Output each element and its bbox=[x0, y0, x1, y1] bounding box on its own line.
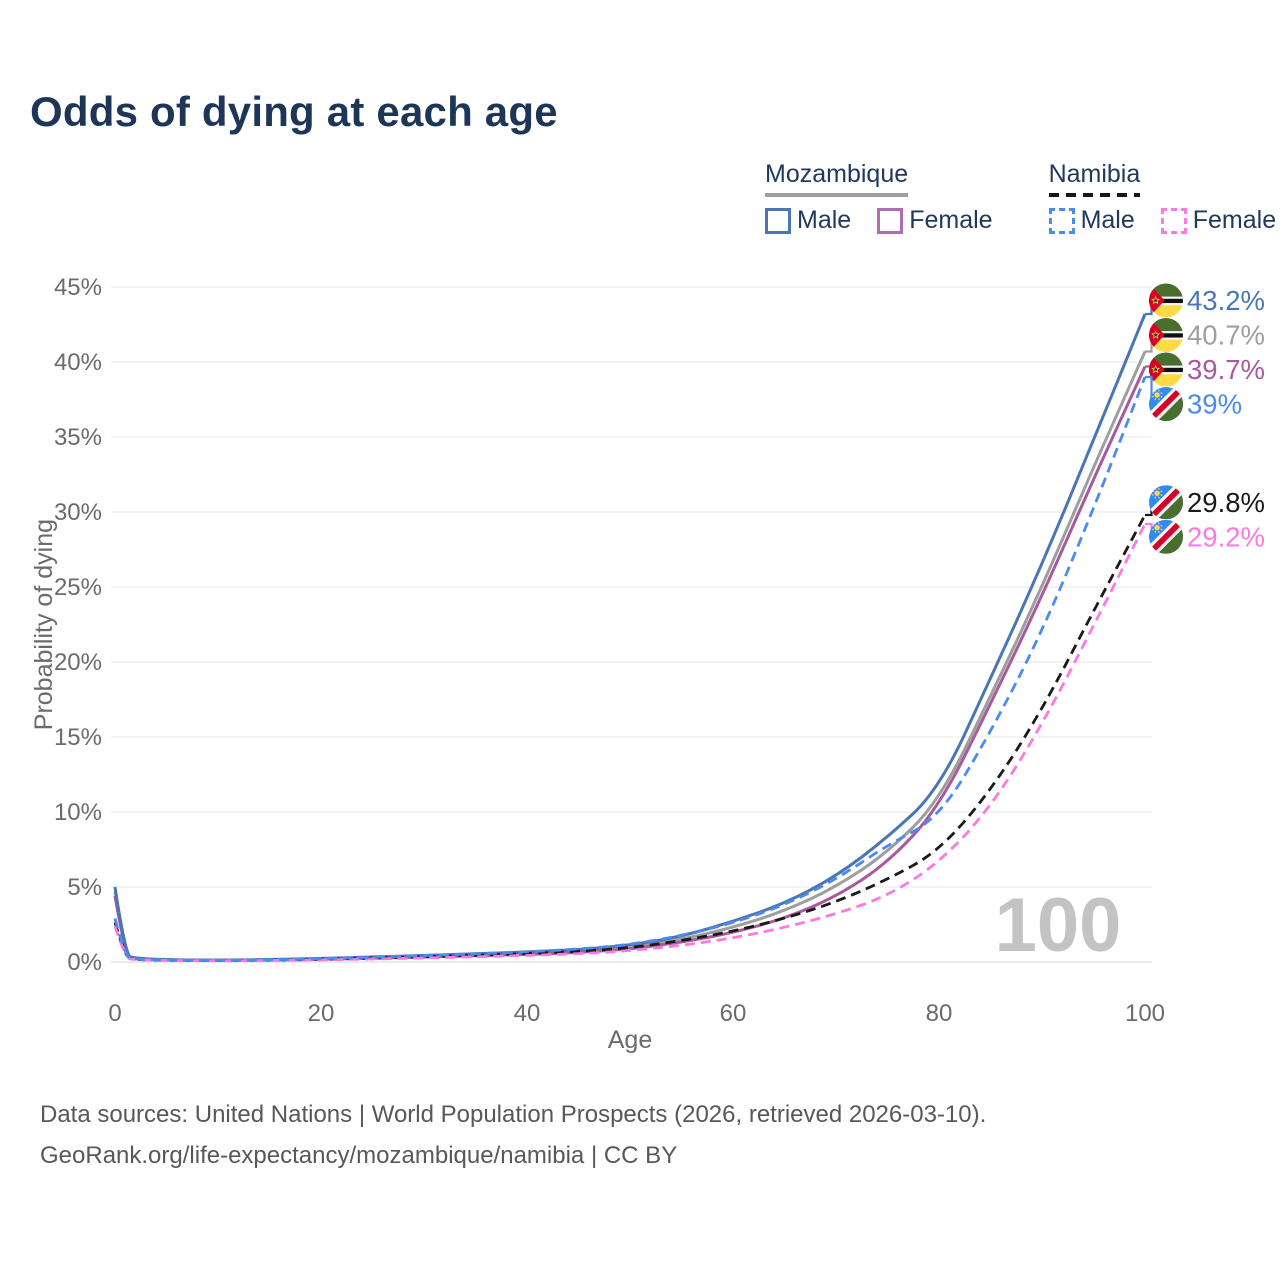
mozambique-both-line bbox=[113, 350, 1147, 962]
mozambique-female-end-label: 39.7% bbox=[1187, 354, 1265, 385]
y-axis-title-wrap: Probability of dying bbox=[30, 287, 59, 962]
mozambique-female-line bbox=[113, 365, 1147, 962]
page-title: Odds of dying at each age bbox=[30, 88, 558, 135]
namibia-flag-icon bbox=[1149, 387, 1184, 422]
legend-item-label: Female bbox=[1192, 206, 1277, 234]
legend-line-style-sample bbox=[765, 193, 909, 197]
namibia-flag-icon bbox=[1149, 485, 1184, 520]
y-tick-label: 45% bbox=[54, 274, 102, 301]
y-tick-label: 15% bbox=[54, 724, 102, 751]
x-tick-label: 60 bbox=[720, 1000, 747, 1027]
x-tick-label: 0 bbox=[108, 1000, 121, 1027]
legend: Mozambique Male Female Namibia Male Female bbox=[765, 160, 1276, 235]
footer: Data sources: United Nations | World Pop… bbox=[40, 1094, 986, 1176]
namibia-female-line bbox=[113, 523, 1147, 963]
legend-item-label: Male bbox=[1080, 206, 1135, 234]
namibia-flag-icon bbox=[1149, 519, 1184, 554]
x-tick-label: 40 bbox=[514, 1000, 541, 1027]
mozambique-male-end-label: 43.2% bbox=[1187, 285, 1265, 316]
legend-swatch-icon bbox=[877, 207, 904, 234]
legend-swatch-icon bbox=[1160, 207, 1187, 234]
legend-item-label: Female bbox=[909, 206, 993, 234]
legend-swatch-icon bbox=[1048, 207, 1075, 234]
y-tick-label: 20% bbox=[54, 649, 102, 676]
legend-group-mozambique: Mozambique Male Female bbox=[765, 160, 993, 235]
legend-item-label: Male bbox=[797, 206, 852, 234]
legend-item-mozambique-male[interactable]: Male bbox=[765, 206, 851, 235]
mozambique-male-line bbox=[113, 313, 1147, 962]
y-axis-title: Probability of dying bbox=[30, 518, 58, 731]
x-axis-title: Age bbox=[607, 1026, 653, 1054]
legend-country-label: Mozambique bbox=[765, 160, 909, 188]
legend-line-style-sample bbox=[1048, 193, 1141, 197]
data-source-note: Data sources: United Nations | World Pop… bbox=[40, 1101, 987, 1128]
age-watermark: 100 bbox=[995, 883, 1122, 968]
legend-group-namibia: Namibia Male Female bbox=[1048, 160, 1277, 235]
namibia-male-line bbox=[113, 376, 1147, 962]
mozambique-flag-icon bbox=[1149, 318, 1184, 353]
y-tick-label: 5% bbox=[67, 874, 102, 901]
legend-item-namibia-male[interactable]: Male bbox=[1048, 206, 1135, 235]
y-tick-label: 10% bbox=[54, 799, 102, 826]
mozambique-flag-icon bbox=[1149, 283, 1184, 318]
mozambique-both-end-label: 40.7% bbox=[1187, 320, 1265, 351]
mozambique-flag-icon bbox=[1149, 352, 1184, 387]
y-tick-label: 30% bbox=[54, 499, 102, 526]
namibia-both-line bbox=[113, 514, 1147, 962]
y-tick-label: 40% bbox=[54, 349, 102, 376]
attribution-note: GeoRank.org/life-expectancy/mozambique/n… bbox=[40, 1142, 678, 1169]
legend-country-label: Namibia bbox=[1048, 160, 1141, 188]
x-tick-label: 80 bbox=[926, 1000, 953, 1027]
legend-item-mozambique-female[interactable]: Female bbox=[877, 206, 993, 235]
y-tick-label: 25% bbox=[54, 574, 102, 601]
y-tick-label: 35% bbox=[54, 424, 102, 451]
gridlines: 0% 5% 10% 15% 20% 25% 30% 35% 40% 45% bbox=[54, 274, 1152, 976]
namibia-male-end-label: 39% bbox=[1187, 389, 1242, 420]
x-tick-label: 100 bbox=[1125, 1000, 1165, 1027]
namibia-female-end-label: 29.2% bbox=[1187, 521, 1265, 552]
x-tick-label: 20 bbox=[308, 1000, 335, 1027]
legend-swatch-icon bbox=[765, 207, 791, 234]
y-tick-label: 0% bbox=[67, 949, 102, 976]
legend-item-namibia-female[interactable]: Female bbox=[1160, 206, 1277, 235]
namibia-both-end-label: 29.8% bbox=[1187, 487, 1265, 518]
